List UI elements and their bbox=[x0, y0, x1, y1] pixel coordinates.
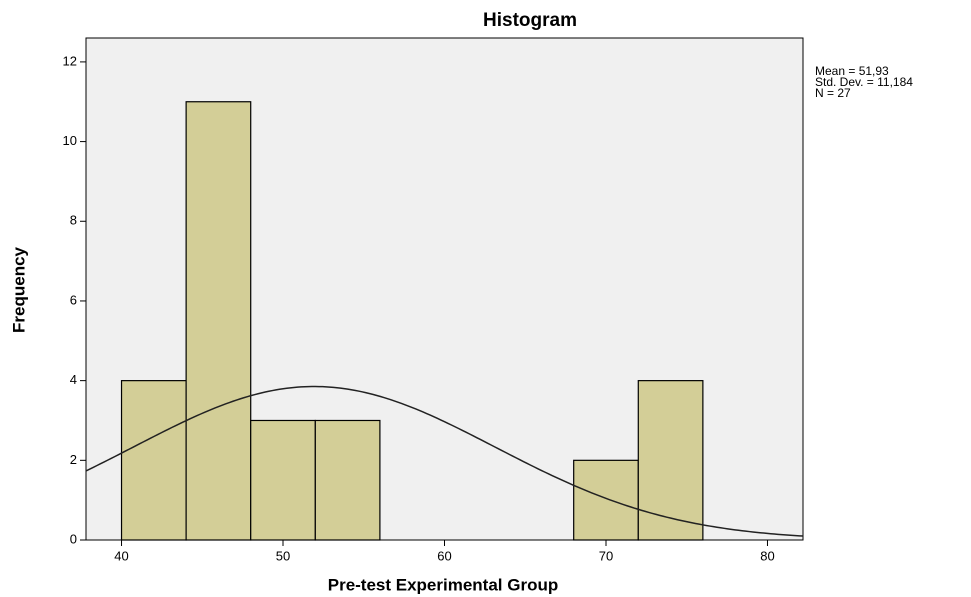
x-tick-label: 40 bbox=[114, 548, 128, 563]
bar bbox=[637, 380, 704, 541]
stat-label: N = 27 bbox=[815, 86, 851, 100]
bar bbox=[185, 101, 252, 541]
y-tick-label: 8 bbox=[70, 213, 77, 228]
chart-title: Histogram bbox=[483, 10, 577, 31]
x-tick-label: 50 bbox=[276, 548, 290, 563]
x-tick-label: 60 bbox=[437, 548, 451, 563]
stat-label: Mean = 51,93 bbox=[815, 64, 889, 78]
y-tick-label: 2 bbox=[70, 452, 77, 467]
bar bbox=[250, 419, 316, 541]
y-tick-label: 0 bbox=[70, 531, 77, 546]
y-tick-label: 4 bbox=[70, 372, 77, 387]
y-tick-label: 12 bbox=[63, 53, 77, 68]
bar bbox=[120, 380, 187, 541]
y-tick-label: 6 bbox=[70, 292, 77, 307]
y-axis-label: Frequency bbox=[9, 246, 28, 333]
normal-curve bbox=[86, 385, 803, 537]
x-tick-label: 80 bbox=[760, 548, 774, 563]
y-tick-label: 10 bbox=[63, 133, 77, 148]
bar bbox=[573, 459, 639, 541]
stat-label: Std. Dev. = 11,184 bbox=[815, 75, 913, 89]
x-axis-label: Pre-test Experimental Group bbox=[328, 575, 559, 594]
x-tick-label: 70 bbox=[599, 548, 613, 563]
bar bbox=[314, 419, 381, 541]
